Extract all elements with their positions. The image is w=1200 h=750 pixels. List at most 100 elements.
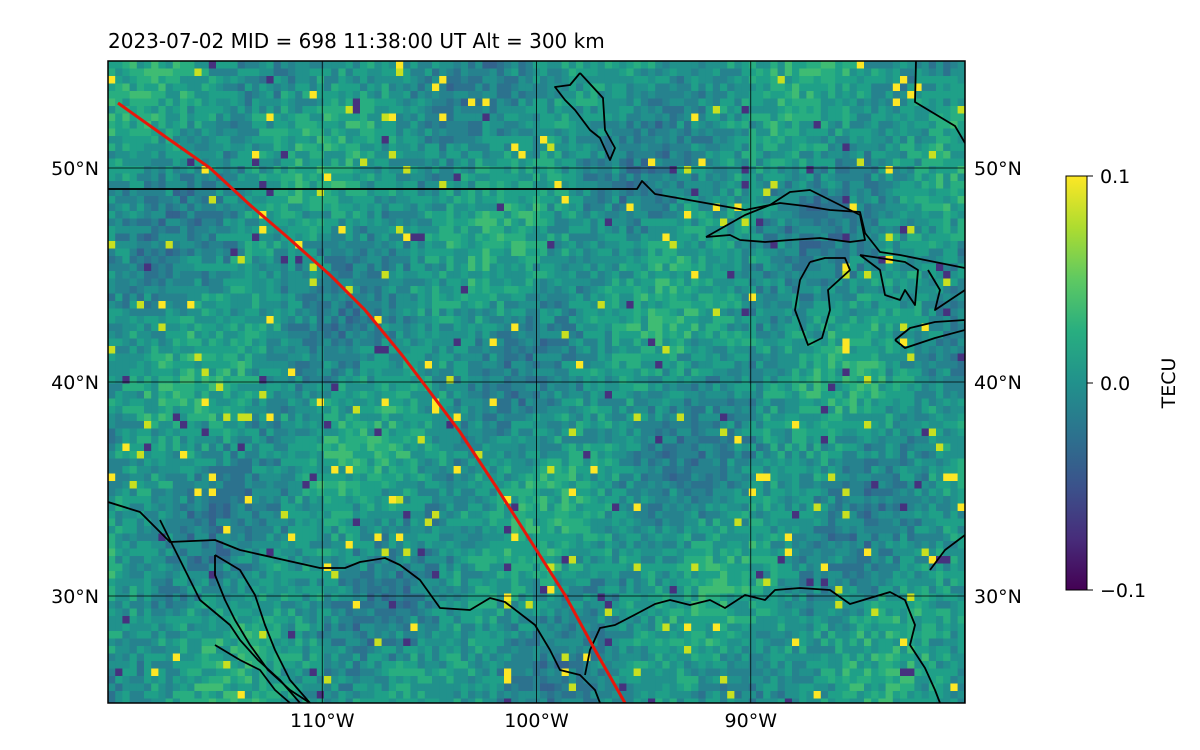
heatmap-cell <box>338 143 346 152</box>
heatmap-cell <box>309 248 318 257</box>
heatmap-cell <box>158 158 166 167</box>
heatmap-cell <box>705 91 714 99</box>
heatmap-cell <box>460 331 469 339</box>
heatmap-cell <box>331 151 339 159</box>
heatmap-cell <box>655 181 663 189</box>
heatmap-cell <box>892 346 901 354</box>
heatmap-cell <box>360 361 368 369</box>
heatmap-cell <box>230 368 238 377</box>
heatmap-cell <box>475 323 483 332</box>
heatmap-cell <box>504 91 512 99</box>
heatmap-cell <box>878 83 886 92</box>
heatmap-cell <box>784 113 793 122</box>
heatmap-cell <box>633 301 642 309</box>
heatmap-cell <box>950 173 958 182</box>
heatmap-cell <box>684 151 692 159</box>
heatmap-cell <box>252 263 260 272</box>
heatmap-cell <box>280 98 289 107</box>
heatmap-cell <box>511 293 519 302</box>
heatmap-cell <box>583 346 591 354</box>
heatmap-cell <box>734 181 742 189</box>
heatmap-cell <box>324 121 332 129</box>
heatmap-cell <box>302 368 310 377</box>
heatmap-cell <box>748 98 757 107</box>
heatmap-cell <box>216 233 224 242</box>
heatmap-cell <box>230 323 238 332</box>
heatmap-cell <box>360 173 368 182</box>
heatmap-cell <box>201 301 210 309</box>
heatmap-cell <box>784 233 793 242</box>
heatmap-cell <box>640 368 649 377</box>
heatmap-cell <box>187 233 195 242</box>
heatmap-cell <box>460 143 469 152</box>
heatmap-cell <box>842 188 850 197</box>
heatmap-cell <box>295 158 303 167</box>
heatmap-cell <box>266 121 274 129</box>
heatmap-cell <box>842 331 850 339</box>
heatmap-cell <box>504 316 512 324</box>
heatmap-cell <box>720 68 728 77</box>
heatmap-cell <box>554 143 562 152</box>
heatmap-cell <box>921 293 930 302</box>
heatmap-cell <box>712 196 721 204</box>
heatmap-cell <box>770 128 778 137</box>
heatmap-cell <box>381 158 390 167</box>
heatmap-cell <box>230 361 238 369</box>
heatmap-cell <box>151 218 159 227</box>
heatmap-cell <box>892 361 901 369</box>
heatmap-cell <box>921 166 930 174</box>
heatmap-cell <box>640 188 649 197</box>
heatmap-cell <box>324 361 332 369</box>
heatmap-cell <box>201 226 210 234</box>
heatmap-cell <box>856 188 865 197</box>
heatmap-cell <box>208 226 217 234</box>
heatmap-cell <box>158 233 166 242</box>
heatmap-cell <box>511 308 519 317</box>
heatmap-cell <box>885 293 894 302</box>
heatmap-cell <box>259 323 267 332</box>
heatmap-cell <box>280 143 289 152</box>
heatmap-cell <box>784 173 793 182</box>
heatmap-cell <box>439 271 447 279</box>
heatmap-cell <box>734 316 742 324</box>
heatmap-cell <box>129 316 138 324</box>
heatmap-cell <box>662 143 670 152</box>
heatmap-cell <box>684 158 692 167</box>
heatmap-cell <box>237 233 246 242</box>
heatmap-cell <box>252 338 260 347</box>
heatmap-cell <box>468 181 476 189</box>
heatmap-cell <box>280 173 289 182</box>
heatmap-cell <box>691 233 699 242</box>
heatmap-cell <box>403 113 411 122</box>
heatmap-cell <box>561 308 570 317</box>
heatmap-cell <box>187 211 195 219</box>
heatmap-cell <box>583 301 591 309</box>
heatmap-cell <box>597 68 606 77</box>
heatmap-cell <box>194 233 202 242</box>
heatmap-cell <box>288 286 296 294</box>
heatmap-cell <box>316 331 325 339</box>
heatmap-cell <box>374 278 382 287</box>
heatmap-cell <box>352 143 361 152</box>
heatmap-cell <box>216 196 224 204</box>
heatmap-cell <box>302 151 310 159</box>
heatmap-cell <box>108 68 116 77</box>
heatmap-cell <box>410 308 418 317</box>
heatmap-cell <box>446 331 454 339</box>
heatmap-cell <box>835 188 843 197</box>
heatmap-cell <box>194 346 202 354</box>
heatmap-cell <box>129 136 138 144</box>
heatmap-cell <box>964 136 965 144</box>
heatmap-cell <box>360 76 368 84</box>
heatmap-cell <box>561 68 570 77</box>
heatmap-cell <box>820 233 829 242</box>
heatmap-cell <box>590 91 598 99</box>
heatmap-cell <box>216 61 224 69</box>
heatmap-cell <box>259 278 267 287</box>
heatmap-cell <box>633 256 642 264</box>
heatmap-cell <box>216 256 224 264</box>
heatmap-cell <box>316 226 325 234</box>
heatmap-cell <box>345 83 354 92</box>
heatmap-cell <box>777 308 786 317</box>
heatmap-cell <box>475 301 483 309</box>
